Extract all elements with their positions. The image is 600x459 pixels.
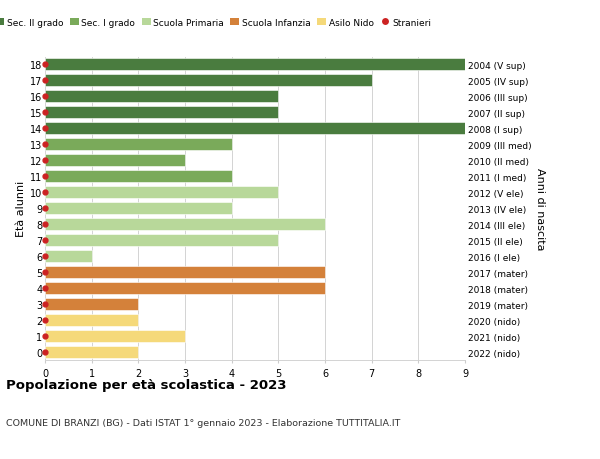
- Legend: Sec. II grado, Sec. I grado, Scuola Primaria, Scuola Infanzia, Asilo Nido, Stran: Sec. II grado, Sec. I grado, Scuola Prim…: [0, 15, 434, 31]
- Bar: [45, 59, 465, 71]
- Bar: [45, 107, 278, 119]
- Bar: [45, 187, 278, 199]
- Bar: [45, 314, 139, 326]
- Bar: [45, 330, 185, 342]
- Bar: [45, 347, 139, 358]
- Bar: [45, 219, 325, 231]
- Bar: [45, 235, 278, 247]
- Bar: [45, 251, 92, 263]
- Y-axis label: Età alunni: Età alunni: [16, 181, 26, 237]
- Bar: [45, 298, 139, 310]
- Bar: [45, 139, 232, 151]
- Y-axis label: Anni di nascita: Anni di nascita: [535, 168, 545, 250]
- Bar: [45, 283, 325, 295]
- Text: COMUNE DI BRANZI (BG) - Dati ISTAT 1° gennaio 2023 - Elaborazione TUTTITALIA.IT: COMUNE DI BRANZI (BG) - Dati ISTAT 1° ge…: [6, 418, 400, 427]
- Bar: [45, 123, 465, 135]
- Bar: [45, 91, 278, 103]
- Text: Popolazione per età scolastica - 2023: Popolazione per età scolastica - 2023: [6, 379, 287, 392]
- Bar: [45, 267, 325, 279]
- Bar: [45, 155, 185, 167]
- Bar: [45, 203, 232, 215]
- Bar: [45, 171, 232, 183]
- Bar: [45, 75, 371, 87]
